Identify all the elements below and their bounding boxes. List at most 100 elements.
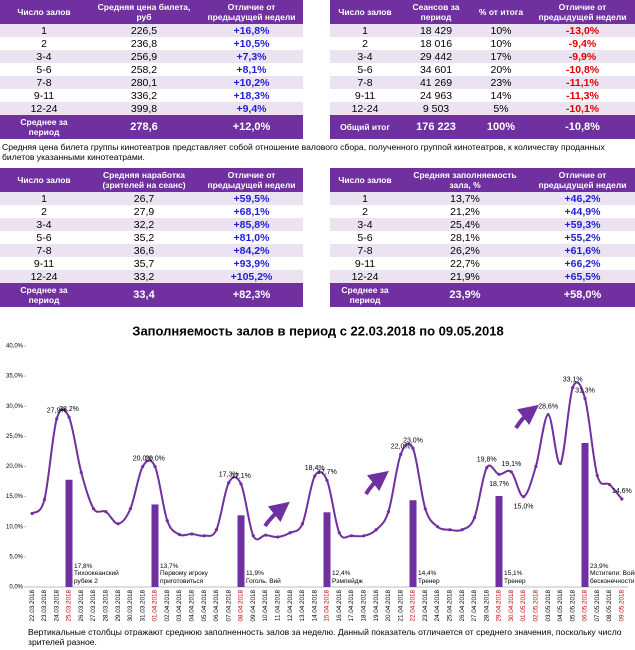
line-point: [620, 497, 624, 501]
header-cell: Число залов: [0, 168, 88, 192]
table-row: 3-4 256,9 +7,3%: [0, 50, 303, 63]
line-point: [276, 535, 280, 539]
arrow: [263, 501, 290, 528]
bar-note-text: Тренер: [504, 577, 526, 585]
total-cell: 23,9%: [400, 283, 530, 307]
diff-cell: +66,2%: [564, 257, 601, 270]
cell: 34 601: [419, 63, 453, 76]
cell: 23%: [472, 76, 530, 89]
cell: 1: [330, 192, 400, 205]
x-tick-label: 24.04.2018: [434, 590, 441, 622]
x-tick-label: 06.04.2018: [213, 590, 220, 622]
diff-cell: -11,1%: [530, 76, 635, 89]
table-row: 7-8 41 269 23% -11,1%: [330, 76, 635, 89]
bar-value-label: 17,8%: [74, 562, 93, 570]
total-cell: -10,8%: [530, 115, 635, 139]
line-point: [325, 478, 329, 482]
data-label: 27,9%: [47, 408, 67, 415]
header-cell: % от итога: [472, 0, 530, 24]
cell: 226,5: [88, 24, 200, 37]
cell: 18 429: [400, 24, 472, 37]
x-tick-label: 30.03.2018: [127, 590, 134, 622]
table-row: 2 27,9 +68,1%: [0, 205, 303, 218]
line-point: [300, 522, 305, 526]
line-point: [386, 510, 391, 514]
bar-value-label: 23,9%: [590, 562, 609, 570]
y-tick-label: 5,0%: [9, 554, 23, 560]
header-cell: Число залов: [330, 0, 400, 24]
table-row: 1 13,7% +46,2%: [330, 192, 635, 205]
diff-cell: +65,5%: [530, 270, 635, 283]
data-label: 18,4%: [305, 465, 325, 472]
x-tick-label: 05.05.2018: [569, 590, 576, 622]
bar: [409, 500, 417, 587]
x-tick-label: 07.04.2018: [225, 590, 232, 622]
diff-cell: +46,2%: [530, 192, 635, 205]
cell: 28,1%: [450, 231, 480, 244]
cell: 1: [0, 192, 88, 205]
cell: 14%: [490, 89, 512, 102]
cell: 5%: [472, 102, 530, 115]
cell: 5-6: [357, 231, 373, 244]
bar-value-label: 13,7%: [160, 562, 179, 570]
table-row: 5-6 35,2 +81,0%: [0, 231, 303, 244]
bar: [65, 479, 73, 587]
line-point: [67, 415, 71, 419]
data-label: 19,1%: [501, 461, 521, 468]
cell: 3-4: [330, 50, 400, 63]
x-tick-label: 25.04.2018: [447, 590, 454, 622]
total-cell: Общий итог: [330, 115, 400, 139]
total-cell: +58,0%: [530, 283, 635, 307]
line-point: [153, 464, 157, 469]
bar-value-label: 14,4%: [418, 570, 437, 577]
cell: 29 442: [400, 50, 472, 63]
diff-cell: +10,5%: [233, 37, 270, 50]
table-row: 1 18 429 10% -13,0%: [330, 24, 635, 37]
cell: 35,7: [133, 257, 155, 270]
table-row: 12-24 9 503 5% -10,1%: [330, 102, 635, 115]
data-label: 23,0%: [403, 437, 423, 444]
cell: 36,6: [88, 244, 200, 257]
line-point: [497, 472, 501, 476]
header-cell: Отличие от предыдущей недели: [200, 168, 303, 192]
bar-note-text: Первому игроку приготовиться: [160, 570, 208, 585]
cell: 256,9: [88, 50, 200, 63]
y-tick-label: 40,0%: [6, 344, 24, 350]
header-cell: Число залов: [0, 0, 88, 24]
diff-cell: +68,1%: [233, 205, 270, 218]
x-tick-label: 09.04.2018: [250, 590, 257, 622]
total-cell: +82,3%: [200, 283, 303, 307]
diff-cell: +105,2%: [200, 270, 303, 283]
cell: 9-11: [354, 257, 376, 270]
x-tick-label: 04.04.2018: [189, 590, 196, 622]
table-row: 2 18 016 10% -9,4%: [330, 37, 635, 50]
x-tick-label: 08.04.2018: [238, 590, 245, 622]
x-tick-label: 10.04.2018: [262, 590, 269, 622]
x-tick-label: 09.05.2018: [619, 590, 626, 622]
x-tick-label: 30.04.2018: [508, 590, 515, 622]
data-label: 18,7%: [489, 481, 509, 488]
table-row: 5-6 258,2 +8,1%: [0, 63, 303, 76]
line-point: [91, 507, 96, 511]
line-point: [349, 534, 354, 538]
line-point: [251, 534, 255, 538]
diff-cell: +18,3%: [233, 89, 270, 102]
x-tick-label: 23.03.2018: [41, 590, 48, 622]
x-tick-label: 23.04.2018: [422, 590, 429, 622]
x-tick-label: 03.04.2018: [176, 590, 183, 622]
data-table: Число залов Средняя цена билета, руб Отлич…: [0, 0, 303, 139]
line-point: [141, 464, 145, 469]
cell: 7-8: [330, 244, 400, 257]
data-label: 20,0%: [145, 455, 165, 462]
total-cell: 176 223: [400, 115, 472, 139]
cell: 1: [0, 24, 88, 37]
cell: 3-4: [330, 218, 400, 231]
y-tick-label: 10,0%: [6, 524, 24, 530]
line-point: [509, 470, 513, 474]
cell: 7-8: [330, 76, 400, 89]
x-tick-label: 15.04.2018: [324, 590, 331, 622]
bar: [237, 515, 245, 587]
cell: 12-24: [330, 102, 400, 115]
cell: 7-8: [0, 76, 88, 89]
x-tick-label: 29.04.2018: [496, 590, 503, 622]
